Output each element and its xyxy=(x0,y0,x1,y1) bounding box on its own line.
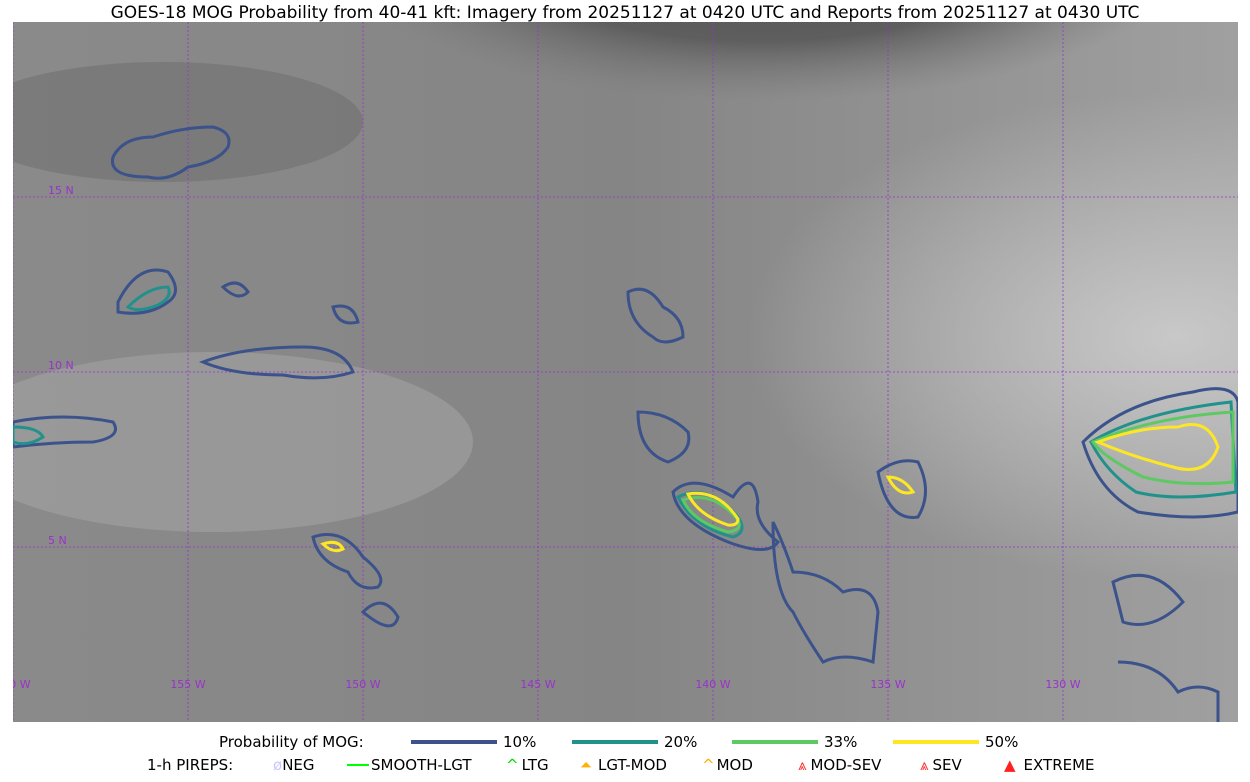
lon-label: 130 W xyxy=(1045,678,1080,691)
contour-50 xyxy=(685,491,740,527)
contour-10 xyxy=(1081,387,1238,519)
contour-20 xyxy=(13,425,45,446)
contour-10 xyxy=(671,481,781,551)
mog-contours xyxy=(13,125,1238,722)
legend-item-33: 33% xyxy=(732,733,857,751)
contour-10 xyxy=(636,410,691,464)
filled-triangle-icon: ▲ xyxy=(1004,756,1016,774)
graticule: 160 W 155 W 150 W 145 W 140 W 135 W 130 W 15 N 1… xyxy=(13,22,1238,722)
lon-label: 140 W xyxy=(695,678,730,691)
lon-label: 155 W xyxy=(170,678,205,691)
caret-icon: ^ xyxy=(702,756,715,774)
contour-10 xyxy=(360,601,400,628)
contour-10 xyxy=(331,304,360,325)
lon-label: 160 W xyxy=(13,678,31,691)
legend-pirep-sev: ⩓ SEV xyxy=(920,756,962,774)
neg-icon: ø xyxy=(273,756,283,774)
contour-10 xyxy=(1111,573,1185,626)
triangle-bar-icon: ⏶ xyxy=(580,756,593,774)
contour-10 xyxy=(876,459,927,519)
satellite-map: 160 W 155 W 150 W 145 W 140 W 135 W 130 W 15 N 1… xyxy=(13,22,1238,722)
contour-10 xyxy=(13,415,117,449)
contour-10 xyxy=(311,533,383,590)
legend-pirep-extreme: ▲ EXTREME xyxy=(1004,756,1095,774)
line-icon xyxy=(347,764,369,766)
double-caret-icon: ⩓ xyxy=(920,756,929,774)
contour-33 xyxy=(680,496,741,534)
chart-title: GOES-18 MOG Probability from 40-41 kft: … xyxy=(110,3,1140,23)
legend-item-10: 10% xyxy=(411,733,536,751)
contour-10 xyxy=(771,521,880,665)
lat-label: 10 N xyxy=(48,359,74,372)
legend-pirep-mod-sev: ⩓ MOD-SEV xyxy=(798,756,882,774)
contour-50 xyxy=(1093,423,1220,471)
contour-33 xyxy=(1090,410,1235,486)
legend-item-50: 50% xyxy=(893,733,1018,751)
legend-prob-title: Probability of MOG: xyxy=(219,733,364,751)
caret-icon: ^ xyxy=(506,756,519,774)
contour-10 xyxy=(1117,660,1220,722)
contour-20 xyxy=(125,285,171,312)
legend-pirep-lgt-mod: ⏶ LGT-MOD xyxy=(580,756,667,774)
double-caret-bar-icon: ⩓ xyxy=(798,756,807,774)
lat-label: 5 N xyxy=(48,534,67,547)
contour-10 xyxy=(116,268,177,315)
lat-label: 15 N xyxy=(48,184,74,197)
legend-pirep-smooth-lgt: SMOOTH-LGT xyxy=(347,756,472,774)
contour-10 xyxy=(220,281,250,298)
legend-pirep-mod: ^ MOD xyxy=(702,756,753,774)
contour-20 xyxy=(1089,400,1238,499)
legend-item-20: 20% xyxy=(572,733,697,751)
legend-pirep-title: 1-h PIREPS: xyxy=(147,756,234,774)
contour-50 xyxy=(320,540,346,553)
legend-pirep-ltg: ^ LTG xyxy=(506,756,549,774)
contour-10 xyxy=(626,287,685,344)
contour-10 xyxy=(198,345,355,380)
contour-10 xyxy=(110,125,231,180)
contour-50 xyxy=(885,475,916,495)
lon-label: 145 W xyxy=(520,678,555,691)
lon-label: 135 W xyxy=(870,678,905,691)
legend-pirep-neg: ø NEG xyxy=(273,756,315,774)
lon-label: 150 W xyxy=(345,678,380,691)
